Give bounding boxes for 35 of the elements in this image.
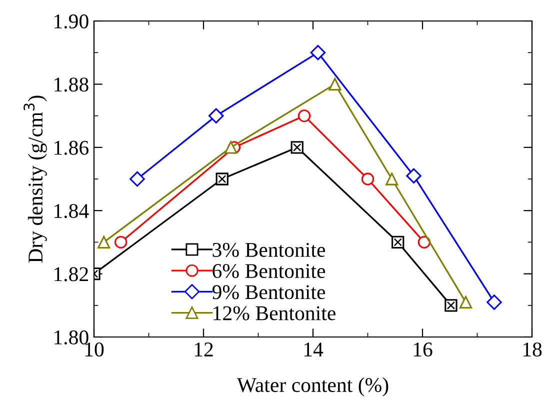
point bbox=[224, 141, 238, 154]
point bbox=[418, 236, 430, 249]
y-tick-label: 1.90 bbox=[54, 14, 88, 29]
x-tick-label: 18 bbox=[523, 342, 542, 357]
point bbox=[406, 168, 422, 184]
point bbox=[298, 109, 311, 122]
point bbox=[216, 172, 228, 186]
legend-label: 9% Bentonite bbox=[212, 285, 326, 300]
point bbox=[444, 299, 458, 312]
legend-label: 6% Bentonite bbox=[212, 264, 326, 278]
y-tick-label: 1.80 bbox=[54, 330, 88, 345]
point bbox=[208, 108, 224, 124]
point bbox=[361, 172, 374, 186]
y-axis-title: Dry density (g/cm$^{3}$) bbox=[24, 96, 47, 263]
point bbox=[459, 296, 472, 309]
y-tick-label: 1.88 bbox=[54, 78, 88, 92]
x-tick-label: 12 bbox=[194, 342, 213, 356]
point bbox=[130, 171, 145, 187]
point bbox=[98, 236, 110, 249]
point bbox=[486, 294, 502, 310]
point bbox=[290, 141, 304, 154]
x-tick-label: 14 bbox=[304, 342, 324, 356]
legend-label: 3% Bentonite bbox=[212, 242, 326, 258]
point bbox=[328, 78, 342, 91]
point bbox=[114, 236, 128, 249]
x-tick-label: 16 bbox=[414, 342, 432, 357]
y-tick-label: 1.82 bbox=[54, 267, 88, 282]
legend-label: 12% Bentonite bbox=[214, 306, 336, 320]
y-tick-label: 1.86 bbox=[54, 140, 89, 155]
x-axis-title: Water content (%) bbox=[236, 377, 388, 396]
x-tick-label: 10 bbox=[85, 342, 104, 357]
point bbox=[310, 44, 326, 60]
point bbox=[386, 172, 398, 186]
point bbox=[392, 236, 404, 249]
y-tick-label: 1.84 bbox=[54, 204, 89, 218]
